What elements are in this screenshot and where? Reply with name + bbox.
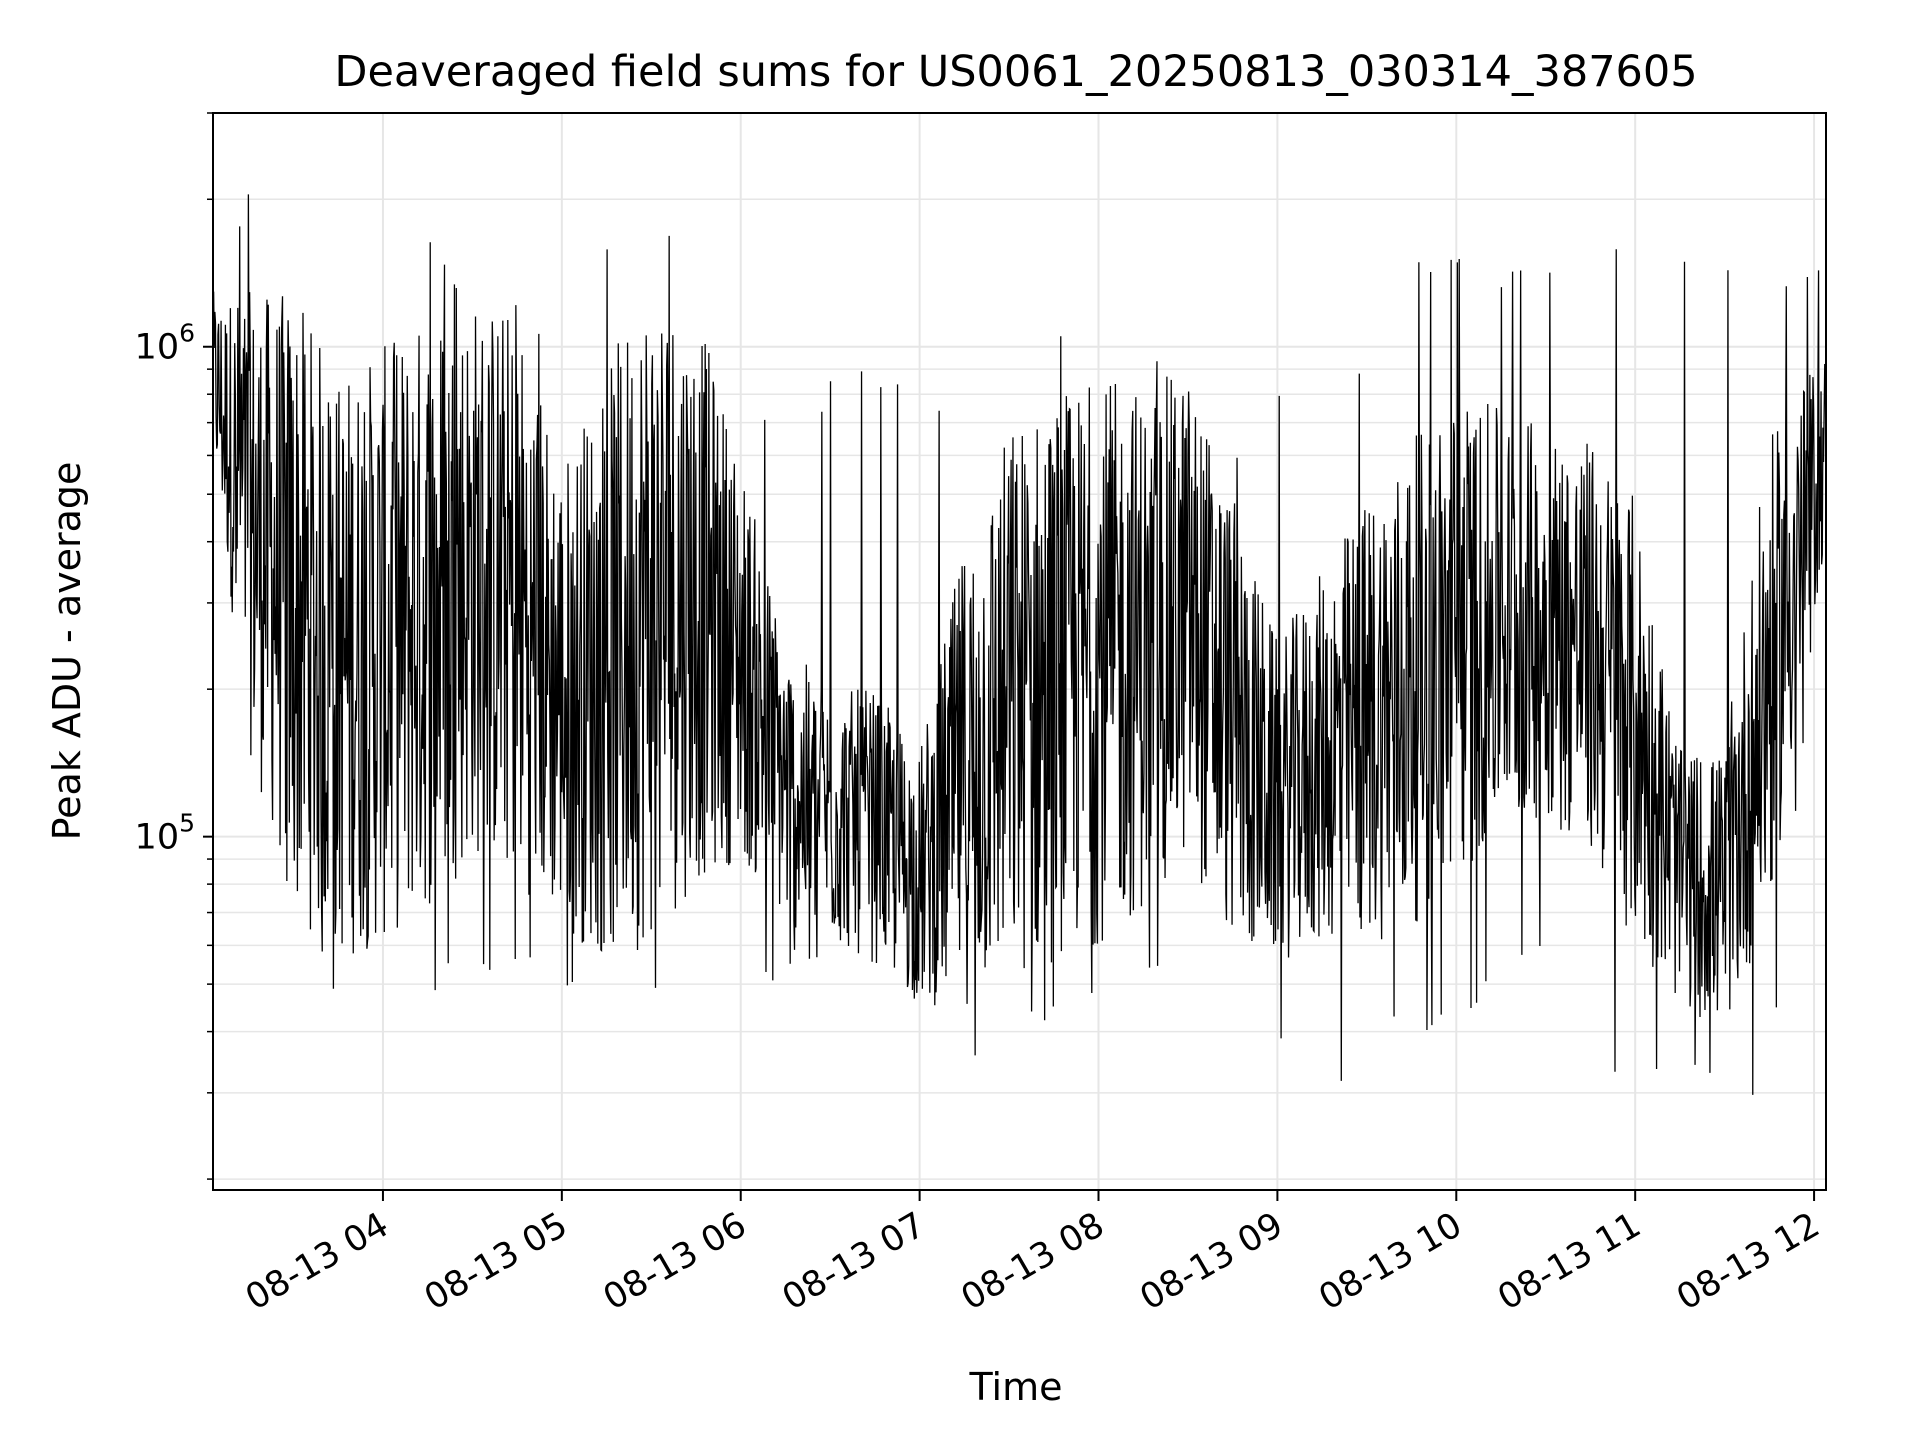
y-tick-label: 105 xyxy=(135,809,195,858)
x-axis-label: Time xyxy=(969,1365,1063,1409)
plot-frame xyxy=(212,112,1827,1191)
y-tick-label: 106 xyxy=(135,319,195,368)
y-axis-label: Peak ADU - average xyxy=(45,462,89,841)
series-black xyxy=(212,194,1827,1095)
series-line xyxy=(212,194,1827,1095)
chart-title: Deaveraged field sums for US0061_2025081… xyxy=(334,47,1697,97)
